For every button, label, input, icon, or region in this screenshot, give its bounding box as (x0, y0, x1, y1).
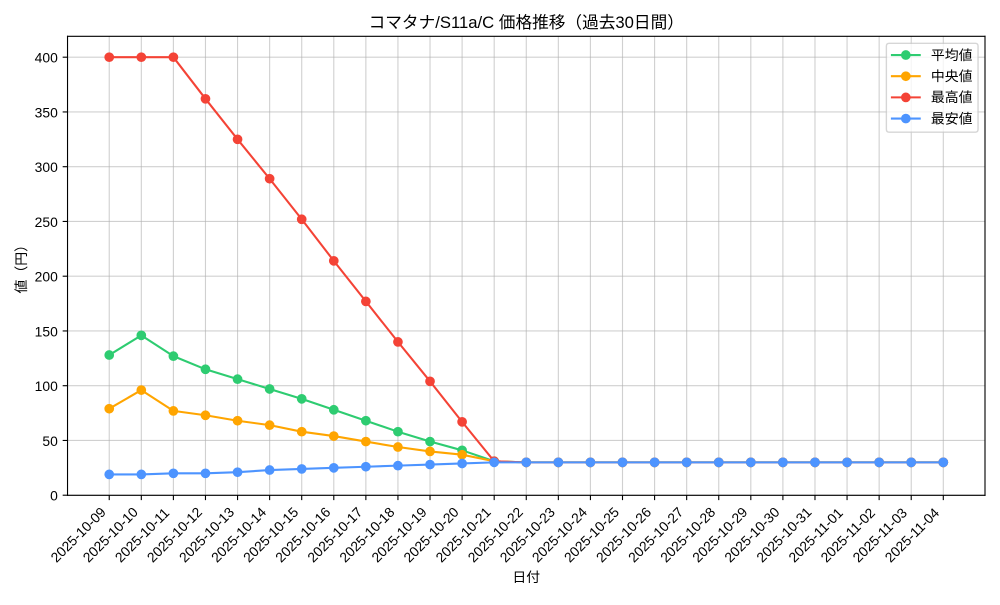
svg-text:最安値: 最安値 (931, 110, 973, 126)
svg-text:400: 400 (35, 50, 58, 66)
svg-text:300: 300 (35, 159, 58, 175)
svg-text:日付: 日付 (512, 569, 540, 585)
svg-text:最高値: 最高値 (931, 89, 973, 105)
svg-text:150: 150 (35, 323, 58, 339)
svg-text:値（円）: 値（円） (13, 238, 29, 294)
svg-text:0: 0 (50, 488, 58, 504)
svg-text:コマタナ/S11a/C 価格推移（過去30日間）: コマタナ/S11a/C 価格推移（過去30日間） (369, 13, 684, 32)
svg-text:中央値: 中央値 (931, 68, 973, 84)
svg-text:100: 100 (35, 378, 58, 394)
svg-text:350: 350 (35, 104, 58, 120)
svg-text:250: 250 (35, 214, 58, 230)
svg-text:平均値: 平均値 (931, 47, 973, 63)
svg-text:200: 200 (35, 269, 58, 285)
svg-text:50: 50 (42, 433, 58, 449)
